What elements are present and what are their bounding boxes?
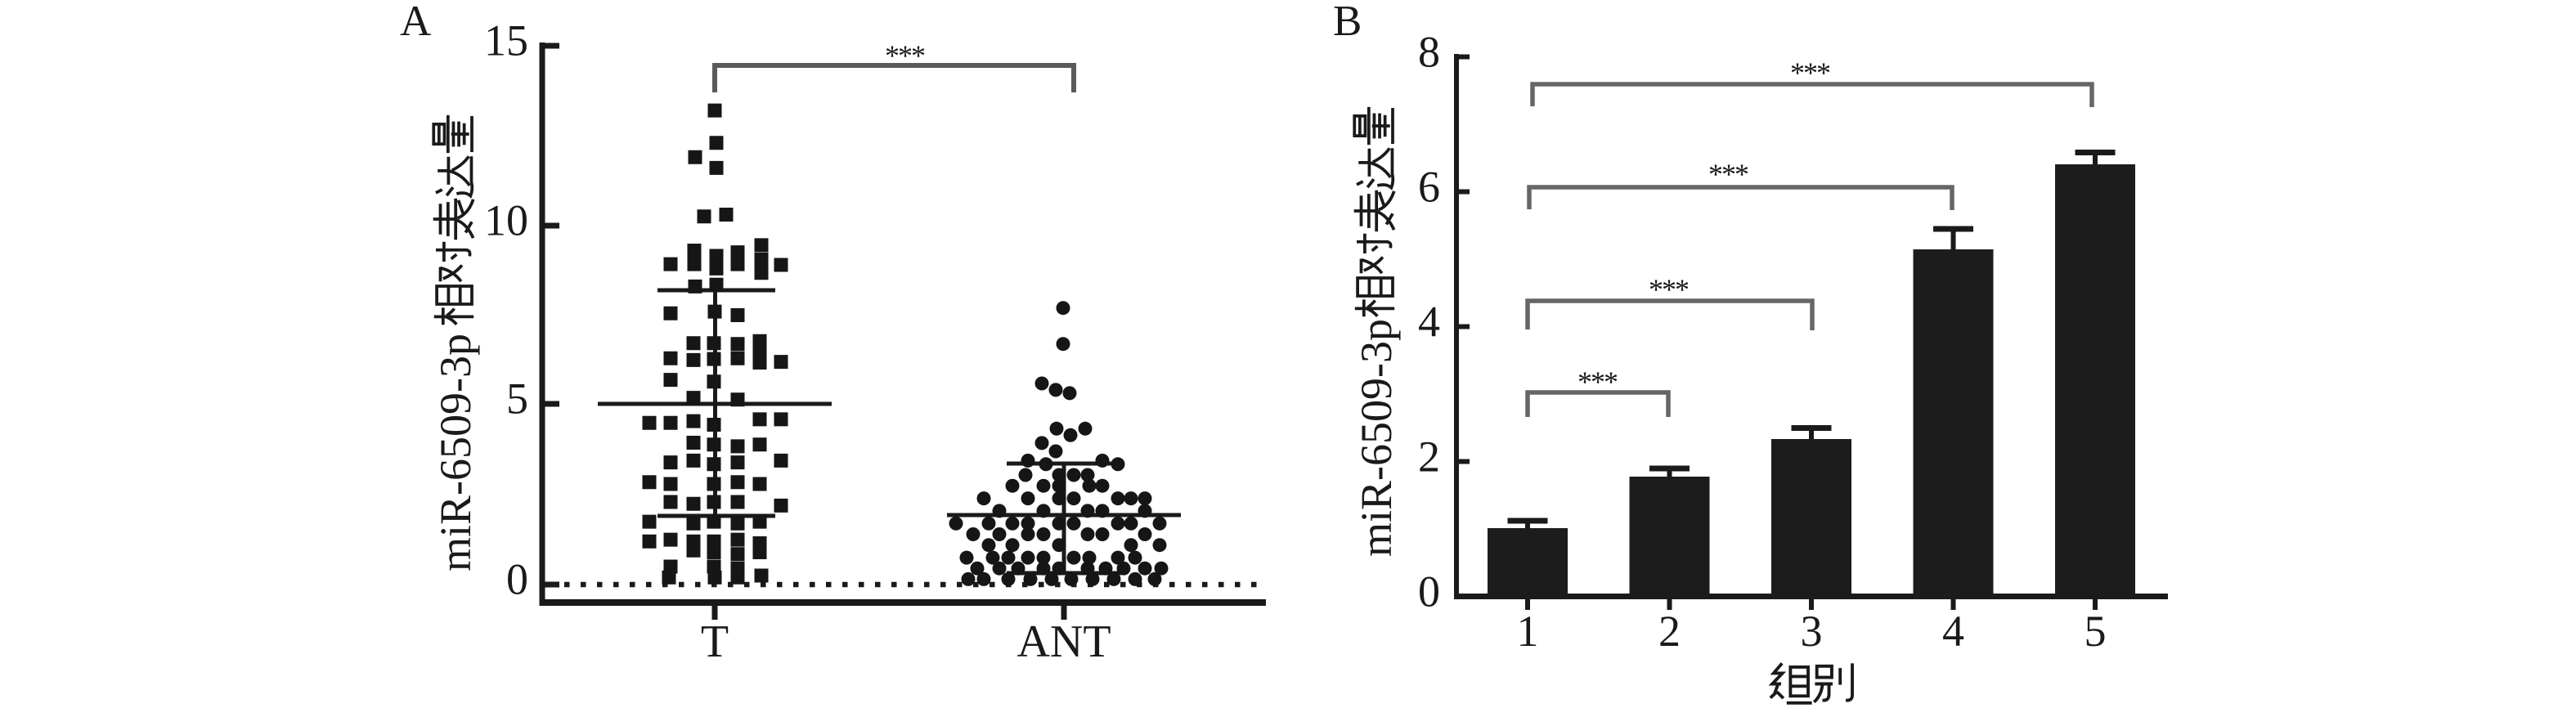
svg-text:0: 0: [506, 555, 528, 604]
svg-text:***: ***: [1649, 273, 1689, 306]
svg-text:1: 1: [1517, 607, 1539, 656]
svg-text:T: T: [701, 616, 729, 667]
svg-text:4: 4: [1942, 607, 1964, 656]
svg-text:B: B: [1333, 0, 1362, 45]
svg-text:A: A: [400, 0, 431, 45]
svg-text:8: 8: [1418, 28, 1440, 77]
svg-text:2: 2: [1418, 432, 1440, 482]
svg-text:4: 4: [1418, 298, 1440, 347]
svg-text:15: 15: [484, 16, 528, 65]
svg-text:miR-6509-3p: miR-6509-3p: [431, 334, 480, 571]
svg-text:2: 2: [1658, 607, 1681, 656]
svg-text:5: 5: [2085, 607, 2107, 656]
svg-text:5: 5: [506, 374, 528, 423]
svg-text:3: 3: [1801, 607, 1823, 656]
svg-text:***: ***: [1790, 56, 1830, 89]
svg-text:10: 10: [484, 196, 528, 245]
svg-text:***: ***: [885, 39, 925, 72]
svg-text:miR-6509-3p: miR-6509-3p: [1352, 319, 1401, 557]
svg-text:6: 6: [1418, 163, 1440, 212]
svg-text:***: ***: [1577, 365, 1618, 398]
svg-text:ANT: ANT: [1016, 616, 1111, 667]
svg-text:0: 0: [1418, 567, 1440, 616]
svg-text:***: ***: [1708, 158, 1748, 190]
